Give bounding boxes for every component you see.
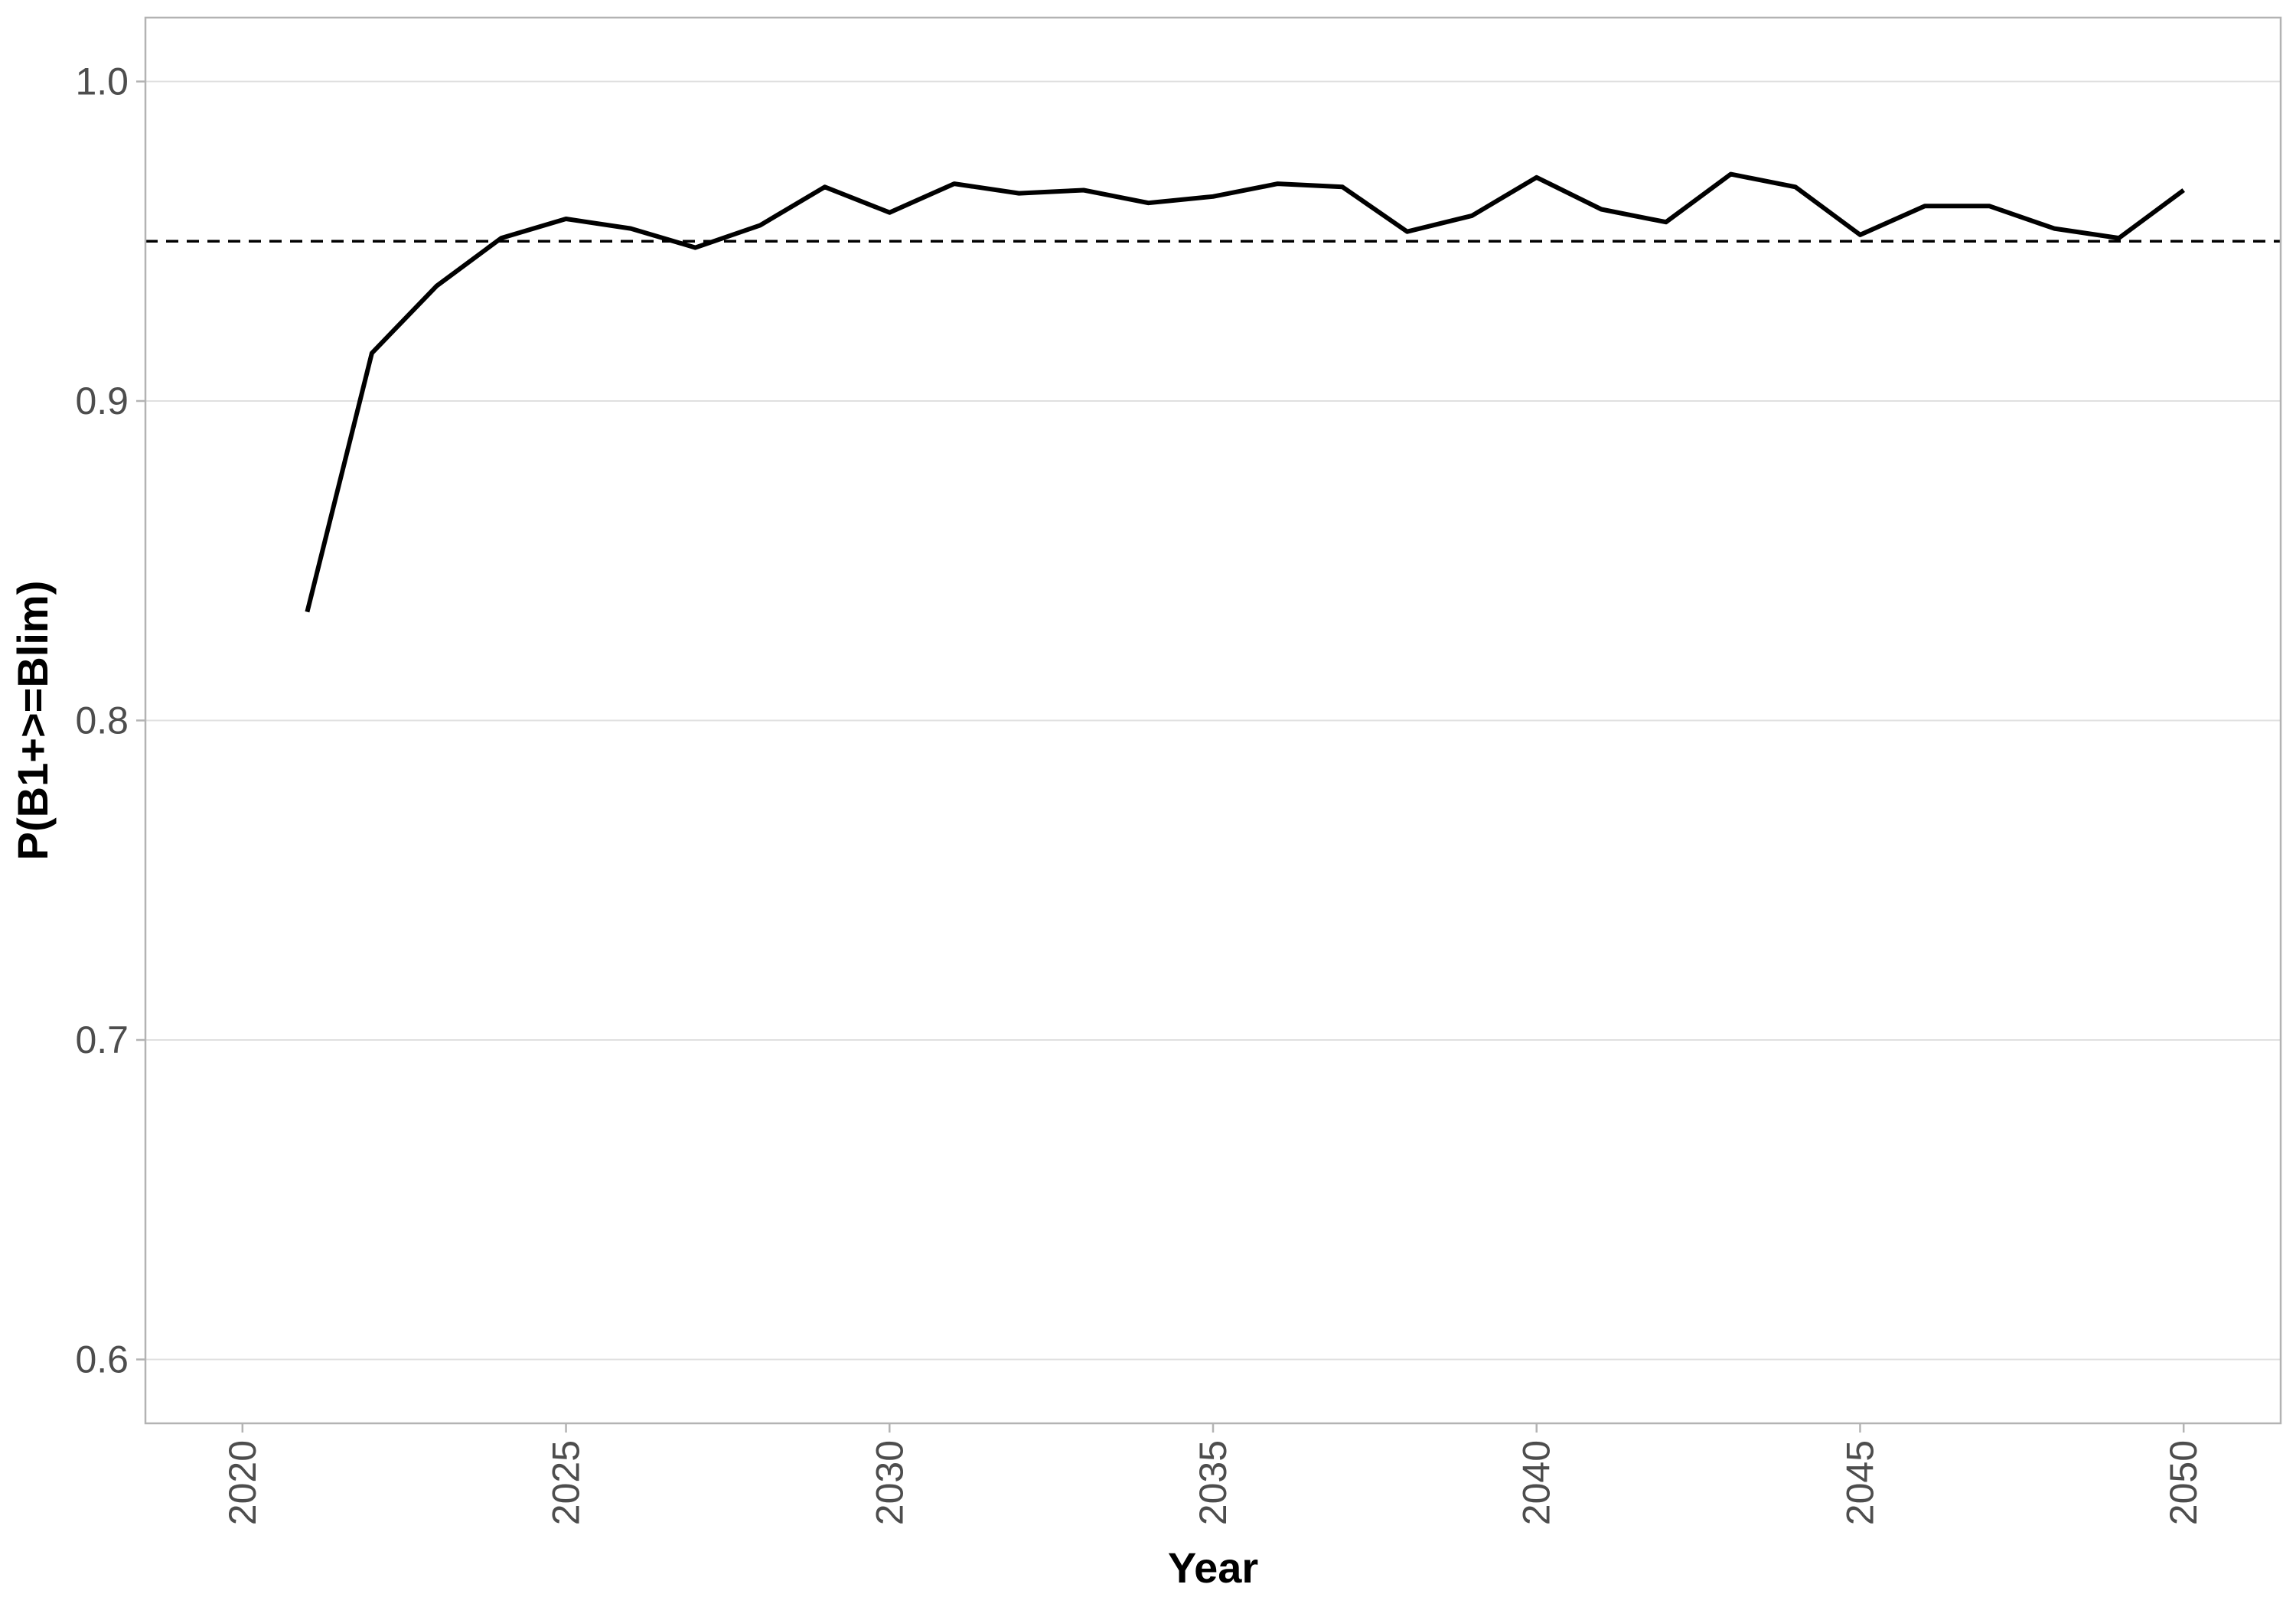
- x-tick-label: 2025: [545, 1440, 588, 1525]
- y-tick-label: 0.6: [75, 1338, 129, 1381]
- grid-lines: [145, 80, 2281, 1361]
- x-tick-label: 2020: [221, 1440, 264, 1525]
- x-tick-label: 2030: [868, 1440, 911, 1525]
- y-tick-label: 1.0: [75, 60, 129, 103]
- y-axis-title: P(B1+>=Blim): [8, 581, 57, 861]
- y-tick-label: 0.9: [75, 380, 129, 422]
- y-axis-ticks: 0.6 0.7 0.8 0.9 1.0: [75, 60, 145, 1381]
- x-tick-label: 2045: [1839, 1440, 1882, 1525]
- y-tick-label: 0.7: [75, 1019, 129, 1061]
- y-tick-label: 0.8: [75, 699, 129, 742]
- x-axis-ticks: 2020 2025 2030 2035 2040 2045 2050: [221, 1423, 2205, 1525]
- series-line: [305, 171, 2185, 613]
- x-axis-title: Year: [1168, 1543, 1258, 1592]
- series-lines: [305, 171, 2185, 613]
- x-tick-label: 2050: [2162, 1440, 2205, 1525]
- x-tick-label: 2040: [1515, 1440, 1558, 1525]
- x-tick-label: 2035: [1192, 1440, 1234, 1525]
